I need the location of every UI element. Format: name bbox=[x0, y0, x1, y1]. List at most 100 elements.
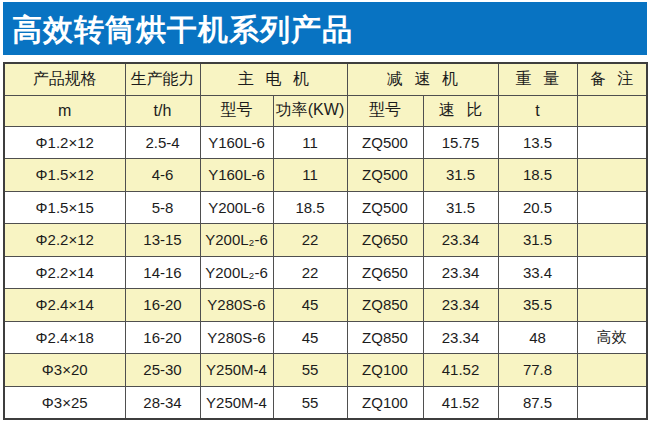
subheader-remarks-empty bbox=[577, 95, 647, 126]
table-cell: 45 bbox=[273, 289, 347, 322]
product-spec-table: 产品规格 生产能力 主 电 机 减 速 机 重 量 备 注 m t/h 型号 功… bbox=[3, 62, 648, 420]
table-cell: 2.5-4 bbox=[125, 126, 200, 159]
table-cell: 55 bbox=[273, 386, 347, 419]
table-cell: 4-6 bbox=[125, 159, 200, 192]
subheader-motor-model: 型号 bbox=[200, 95, 273, 126]
table-row: Φ2.2×1414-16Y200L₂-622ZQ65023.3433.4 bbox=[4, 256, 647, 289]
col-header-weight: 重 量 bbox=[498, 63, 577, 95]
table-cell: 31.5 bbox=[423, 191, 498, 224]
table-cell: Y250M-4 bbox=[200, 386, 273, 419]
table-cell: 45 bbox=[273, 321, 347, 354]
header-row-groups: 产品规格 生产能力 主 电 机 减 速 机 重 量 备 注 bbox=[4, 63, 647, 95]
unit-weight-t: t bbox=[498, 95, 577, 126]
table-cell: 31.5 bbox=[498, 224, 577, 257]
title-banner: 高效转筒烘干机系列产品 bbox=[3, 2, 647, 55]
col-header-reducer: 减 速 机 bbox=[347, 63, 498, 95]
table-row: Φ2.4×1416-20Y280S-645ZQ85023.3435.5 bbox=[4, 289, 647, 322]
table-cell: 14-16 bbox=[125, 256, 200, 289]
table-row: Φ1.5×124-6Y160L-611ZQ50031.518.5 bbox=[4, 159, 647, 192]
table-cell bbox=[577, 289, 647, 322]
table-cell: Y200L-6 bbox=[200, 191, 273, 224]
col-header-main-motor: 主 电 机 bbox=[200, 63, 347, 95]
table-row: Φ2.4×1816-20Y280S-645ZQ85023.3448高效 bbox=[4, 321, 647, 354]
table-cell: 13.5 bbox=[498, 126, 577, 159]
table-cell: 16-20 bbox=[125, 289, 200, 322]
table-cell: Y280S-6 bbox=[200, 321, 273, 354]
col-header-spec: 产品规格 bbox=[4, 63, 125, 95]
table-cell: 23.34 bbox=[423, 224, 498, 257]
table-cell: Φ2.4×14 bbox=[4, 289, 125, 322]
table-row: Φ1.2×122.5-4Y160L-611ZQ50015.7513.5 bbox=[4, 126, 647, 159]
table-cell: 25-30 bbox=[125, 354, 200, 387]
table-cell: 11 bbox=[273, 159, 347, 192]
table-cell: ZQ650 bbox=[347, 256, 423, 289]
table-cell: ZQ850 bbox=[347, 321, 423, 354]
page-title: 高效转筒烘干机系列产品 bbox=[12, 13, 353, 45]
table-cell: 87.5 bbox=[498, 386, 577, 419]
table-row: Φ3×2025-30Y250M-455ZQ10041.5277.8 bbox=[4, 354, 647, 387]
table-row: Φ2.2×1213-15Y200L₂-622ZQ65023.3431.5 bbox=[4, 224, 647, 257]
table-cell: 18.5 bbox=[498, 159, 577, 192]
table-cell: 55 bbox=[273, 354, 347, 387]
table-row: Φ1.5×155-8Y200L-618.5ZQ50031.520.5 bbox=[4, 191, 647, 224]
table-cell: 22 bbox=[273, 256, 347, 289]
table-cell: Y160L-6 bbox=[200, 159, 273, 192]
table-cell: Φ2.4×18 bbox=[4, 321, 125, 354]
table-cell: 15.75 bbox=[423, 126, 498, 159]
table-cell: ZQ500 bbox=[347, 159, 423, 192]
col-header-capacity: 生产能力 bbox=[125, 63, 200, 95]
table-cell: 77.8 bbox=[498, 354, 577, 387]
table-cell: 23.34 bbox=[423, 256, 498, 289]
table-cell: ZQ500 bbox=[347, 126, 423, 159]
table-cell: 5-8 bbox=[125, 191, 200, 224]
subheader-reducer-model: 型号 bbox=[347, 95, 423, 126]
table-cell: ZQ100 bbox=[347, 386, 423, 419]
table-row: Φ3×2528-34Y250M-455ZQ10041.5287.5 bbox=[4, 386, 647, 419]
table-header: 产品规格 生产能力 主 电 机 减 速 机 重 量 备 注 m t/h 型号 功… bbox=[4, 63, 647, 126]
table-cell bbox=[577, 256, 647, 289]
table-cell: 41.52 bbox=[423, 354, 498, 387]
table-cell: 41.52 bbox=[423, 386, 498, 419]
table-cell: Φ3×25 bbox=[4, 386, 125, 419]
table-cell: 22 bbox=[273, 224, 347, 257]
table-cell: 13-15 bbox=[125, 224, 200, 257]
unit-spec-m: m bbox=[4, 95, 125, 126]
table-cell: 高效 bbox=[577, 321, 647, 354]
table-cell: Y160L-6 bbox=[200, 126, 273, 159]
table-cell: 16-20 bbox=[125, 321, 200, 354]
table-cell: ZQ500 bbox=[347, 191, 423, 224]
table-cell: 33.4 bbox=[498, 256, 577, 289]
subheader-reducer-ratio: 速 比 bbox=[423, 95, 498, 126]
table-cell: 48 bbox=[498, 321, 577, 354]
table-cell: ZQ850 bbox=[347, 289, 423, 322]
table-cell: Y280S-6 bbox=[200, 289, 273, 322]
col-header-remarks: 备 注 bbox=[577, 63, 647, 95]
table-cell bbox=[577, 191, 647, 224]
subheader-motor-power: 功率(KW) bbox=[273, 95, 347, 126]
table-cell bbox=[577, 224, 647, 257]
table-cell: ZQ100 bbox=[347, 354, 423, 387]
table-cell: Φ2.2×12 bbox=[4, 224, 125, 257]
table-cell bbox=[577, 126, 647, 159]
table-cell bbox=[577, 386, 647, 419]
table-cell: Φ2.2×14 bbox=[4, 256, 125, 289]
table-cell: 11 bbox=[273, 126, 347, 159]
table-cell: 23.34 bbox=[423, 321, 498, 354]
table-cell: 28-34 bbox=[125, 386, 200, 419]
table-body: Φ1.2×122.5-4Y160L-611ZQ50015.7513.5Φ1.5×… bbox=[4, 126, 647, 419]
table-cell: 31.5 bbox=[423, 159, 498, 192]
table-cell: 20.5 bbox=[498, 191, 577, 224]
table-cell: Φ1.2×12 bbox=[4, 126, 125, 159]
table-cell: Y250M-4 bbox=[200, 354, 273, 387]
table-cell: Y200L₂-6 bbox=[200, 224, 273, 257]
table-cell: 23.34 bbox=[423, 289, 498, 322]
table-cell bbox=[577, 354, 647, 387]
table-cell bbox=[577, 159, 647, 192]
table-cell: Φ1.5×12 bbox=[4, 159, 125, 192]
table-cell: Φ1.5×15 bbox=[4, 191, 125, 224]
table-cell: Φ3×20 bbox=[4, 354, 125, 387]
unit-capacity-th: t/h bbox=[125, 95, 200, 126]
table-cell: ZQ650 bbox=[347, 224, 423, 257]
table-cell: Y200L₂-6 bbox=[200, 256, 273, 289]
table-cell: 18.5 bbox=[273, 191, 347, 224]
